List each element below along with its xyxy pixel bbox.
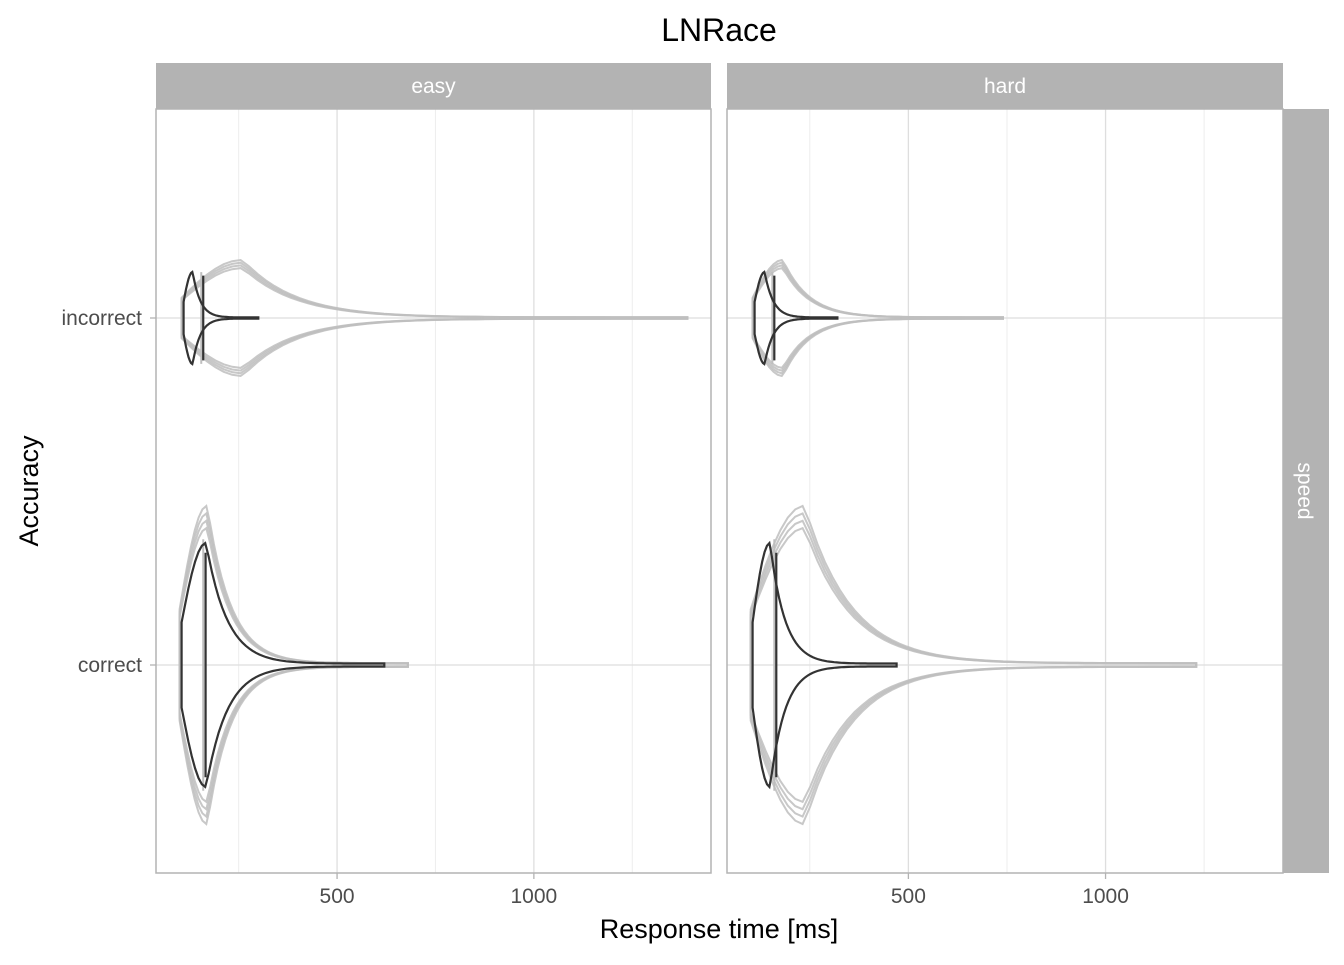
x-tick-label: 500 <box>891 885 926 908</box>
column-strip-background <box>156 63 711 109</box>
column-strip-label-easy: easy <box>411 75 456 98</box>
y-axis: correct incorrect <box>61 307 156 677</box>
x-tick-label: 500 <box>320 885 355 908</box>
y-tick-label-correct: correct <box>78 654 142 677</box>
y-tick-label-incorrect: incorrect <box>61 307 142 330</box>
row-strip-background <box>1283 109 1329 873</box>
observed-violin-correct <box>751 540 898 790</box>
panel-hard: hard <box>726 63 1284 874</box>
panels: easy hard <box>155 63 1284 874</box>
observed-violin-incorrect <box>753 270 839 366</box>
x-tick-label: 1000 <box>1082 885 1129 908</box>
x-tick-label: 1000 <box>511 885 558 908</box>
observed-violin-incorrect <box>182 270 260 366</box>
x-axis-title: Response time [ms] <box>600 914 839 944</box>
y-axis-title: Accuracy <box>14 435 44 547</box>
observed-violin-correct <box>180 541 386 789</box>
predicted-violin-incorrect <box>751 258 1004 378</box>
x-axis: 500 1000 500 1000 <box>320 873 1129 908</box>
panel-border <box>726 108 1284 874</box>
predicted-violin-incorrect <box>180 258 689 378</box>
panel-border <box>155 108 712 874</box>
predicted-violin-correct <box>178 504 409 826</box>
column-strip-background <box>727 63 1283 109</box>
chart-title: LNRace <box>661 12 777 48</box>
panel-easy: easy <box>155 63 712 874</box>
row-strip: speed <box>1283 109 1329 873</box>
column-strip-label-hard: hard <box>984 75 1026 98</box>
predicted-violin-correct <box>749 504 1198 826</box>
row-strip-label-speed: speed <box>1293 462 1316 519</box>
